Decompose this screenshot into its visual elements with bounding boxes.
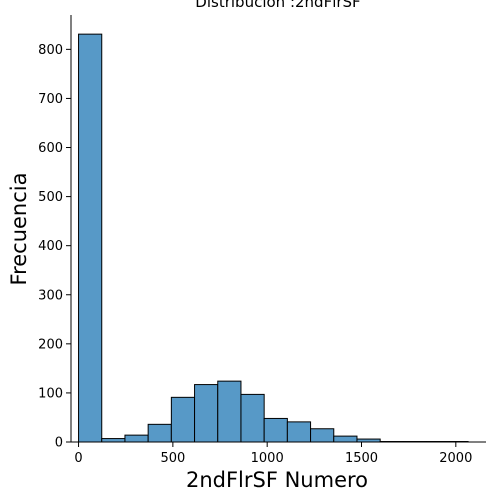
y-tick-label: 600 — [38, 141, 63, 156]
chart-title: Distribucion :2ndFlrSF — [195, 0, 360, 11]
x-tick-label: 1500 — [345, 451, 378, 466]
y-tick-label: 800 — [38, 43, 63, 58]
histogram-bar — [286, 421, 312, 443]
histogram-bar — [333, 435, 358, 443]
y-tick-label: 100 — [38, 386, 63, 401]
y-tick-label: 300 — [38, 288, 63, 303]
x-tick-label: 500 — [160, 451, 185, 466]
y-tick-label: 200 — [38, 337, 63, 352]
x-tick-label: 1000 — [251, 451, 284, 466]
y-tick-label: 400 — [38, 239, 63, 254]
y-axis-label: Frecuencia — [7, 173, 31, 286]
y-ticks-group: 0 100 200 300 400 500 600 700 800 — [38, 43, 71, 451]
histogram-bar — [240, 393, 265, 443]
y-tick-label: 0 — [55, 436, 63, 451]
y-tick-label: 500 — [38, 190, 63, 205]
histogram-bar — [217, 380, 242, 443]
x-axis-label: 2ndFlrSF Numero — [186, 468, 368, 492]
histogram-bar — [310, 428, 335, 443]
histogram-bar — [124, 434, 149, 443]
histogram-bar — [101, 438, 126, 443]
histogram-bar — [170, 396, 196, 443]
x-tick-label: 2000 — [439, 451, 472, 466]
histogram-bar — [147, 423, 172, 443]
bars-group — [78, 33, 469, 443]
y-tick-label: 700 — [38, 92, 63, 107]
histogram-bar — [263, 417, 288, 443]
x-tick-label: 0 — [74, 451, 82, 466]
x-ticks-group: 0 500 1000 1500 2000 — [74, 442, 472, 466]
histogram-bar — [194, 384, 219, 443]
histogram-bar — [78, 33, 103, 443]
